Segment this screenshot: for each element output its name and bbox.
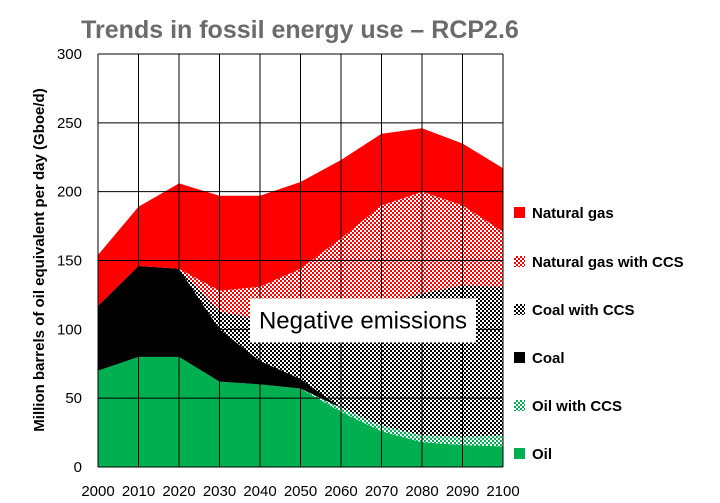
x-tick-label: 2040: [243, 483, 276, 500]
y-tick-label: 50: [65, 390, 82, 407]
legend-swatch-coal: [514, 352, 525, 363]
y-tick-label: 0: [74, 459, 82, 476]
legend-swatch-natural-gas: [514, 207, 525, 218]
annotation-box: [250, 298, 476, 343]
x-tick-label: 2050: [284, 483, 317, 500]
x-tick-label: 2020: [162, 483, 195, 500]
y-tick-label: 250: [57, 115, 82, 132]
area-natural-gas-with-ccs: [98, 191, 503, 324]
annotations: Negative emissions: [250, 298, 476, 343]
annotation-negative-emissions: Negative emissions: [259, 307, 467, 334]
x-tick-label: 2070: [365, 483, 398, 500]
legend-label-coal-with-ccs: Coal with CCS: [532, 302, 635, 319]
x-tick-label: 2010: [122, 483, 155, 500]
legend-swatch-oil-with-ccs: [514, 400, 525, 411]
legend-swatch-oil: [514, 448, 525, 459]
axes: 0 50 100 150 200 250 300 2000 2010 2020 2030 2040 20…: [57, 46, 520, 500]
legend-label-oil: Oil: [532, 446, 552, 463]
legend-label-natural-gas: Natural gas: [532, 205, 614, 222]
x-tick-label: 2100: [486, 483, 519, 500]
legend-swatch-coal-with-ccs: [514, 304, 525, 315]
x-tick-label: 2000: [81, 483, 114, 500]
legend-label-oil-with-ccs: Oil with CCS: [532, 398, 622, 415]
y-tick-label: 200: [57, 184, 82, 201]
grid-lines: [97, 53, 504, 468]
chart-title: Trends in fossil energy use – RCP2.6: [81, 16, 519, 44]
legend-label-natural-gas-with-ccs: Natural gas with CCS: [532, 254, 684, 271]
y-tick-label: 100: [57, 321, 82, 338]
y-tick-label: 150: [57, 253, 82, 270]
x-tick-label: 2030: [203, 483, 236, 500]
legend-label-coal: Coal: [532, 350, 565, 367]
y-tick-label: 300: [57, 46, 82, 63]
y-axis-label: Million barrels of oil equivalent per da…: [31, 88, 48, 431]
x-tick-label: 2090: [446, 483, 479, 500]
x-tick-label: 2060: [324, 483, 357, 500]
area-coal: [98, 266, 503, 437]
legend-swatch-natural-gas-with-ccs: [514, 256, 525, 267]
x-tick-label: 2080: [405, 483, 438, 500]
legend: Natural gas Natural gas with CCS Coal with…: [514, 205, 684, 463]
